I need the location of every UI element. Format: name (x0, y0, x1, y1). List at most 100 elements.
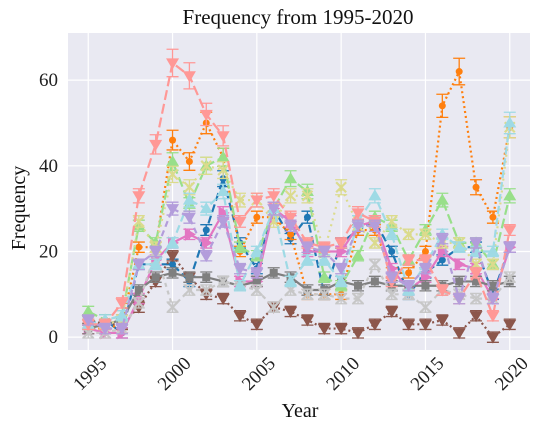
data-point (317, 270, 331, 282)
data-point (166, 251, 180, 263)
data-point (472, 277, 481, 286)
data-point (133, 297, 145, 309)
data-point (368, 319, 382, 331)
data-point (334, 274, 348, 287)
data-point (486, 244, 500, 257)
data-point (503, 319, 517, 331)
data-point (267, 191, 281, 203)
data-point (405, 269, 413, 277)
data-point (421, 281, 430, 290)
data-point (455, 277, 464, 286)
data-point (166, 168, 179, 181)
data-point (354, 281, 363, 290)
data-point (351, 221, 365, 233)
data-point (166, 236, 180, 248)
data-point (334, 324, 348, 336)
data-point (216, 216, 230, 228)
data-point (166, 204, 180, 216)
data-point (486, 294, 500, 306)
data-point (134, 286, 143, 295)
data-point (233, 264, 247, 276)
data-point (317, 324, 331, 336)
data-point (166, 58, 180, 70)
data-point (503, 189, 517, 201)
data-point (233, 279, 247, 291)
data-point (284, 172, 298, 184)
data-point (472, 183, 480, 191)
series-line (87, 122, 511, 326)
data-point (301, 190, 314, 202)
data-point (252, 277, 261, 286)
data-point (300, 253, 314, 265)
data-point (418, 264, 432, 276)
data-point (233, 216, 247, 228)
data-point (388, 247, 396, 255)
data-point (233, 311, 247, 323)
data-point (369, 237, 381, 249)
data-point (98, 324, 112, 336)
data-point (301, 288, 314, 301)
data-point (250, 268, 264, 280)
data-point (488, 281, 497, 290)
data-point (185, 273, 194, 282)
data-point (217, 164, 229, 176)
data-point (169, 136, 177, 144)
data-point (503, 225, 517, 237)
data-point (216, 150, 230, 162)
data-point (267, 301, 280, 313)
y-tick-label: 0 (49, 327, 59, 348)
data-point (469, 238, 483, 250)
y-axis-title: Frequency (8, 166, 30, 250)
data-point (132, 259, 146, 271)
x-tick-label: 2000 (154, 353, 196, 395)
data-point (166, 155, 180, 167)
data-point (352, 292, 364, 305)
data-point (284, 306, 298, 318)
data-point (200, 160, 213, 172)
data-point (469, 311, 483, 323)
data-point (402, 255, 416, 267)
x-tick-label: 2015 (407, 353, 449, 395)
data-point (300, 242, 314, 254)
data-point (217, 275, 229, 288)
data-point (182, 212, 196, 224)
series-9 (81, 111, 517, 331)
data-point (183, 284, 196, 296)
data-point (199, 202, 213, 214)
data-point (81, 304, 95, 316)
data-point (149, 139, 163, 151)
data-point (385, 227, 399, 239)
data-point (216, 131, 230, 143)
data-point (115, 309, 129, 321)
data-point (182, 193, 196, 205)
data-point (438, 102, 446, 110)
data-point (385, 272, 399, 284)
data-point (199, 251, 213, 263)
data-point (132, 191, 146, 203)
data-point (421, 247, 429, 255)
series-11 (81, 201, 517, 336)
data-point (402, 228, 415, 241)
data-point (201, 236, 213, 250)
data-point (284, 190, 297, 202)
data-point (168, 268, 177, 277)
data-point (452, 240, 466, 252)
data-point (81, 315, 95, 327)
data-point (199, 109, 213, 121)
data-point (250, 319, 264, 331)
series-line (87, 177, 511, 334)
data-point (269, 268, 278, 277)
data-point (335, 292, 347, 305)
series-line (87, 156, 511, 322)
data-point (115, 324, 129, 336)
data-point (151, 273, 160, 282)
data-point (418, 319, 432, 331)
data-point (435, 315, 449, 327)
series-line (88, 70, 511, 330)
data-point (455, 68, 463, 76)
data-point (303, 213, 311, 221)
data-point (287, 230, 295, 238)
data-point (351, 328, 365, 340)
data-point (469, 268, 483, 280)
data-point (402, 281, 416, 293)
